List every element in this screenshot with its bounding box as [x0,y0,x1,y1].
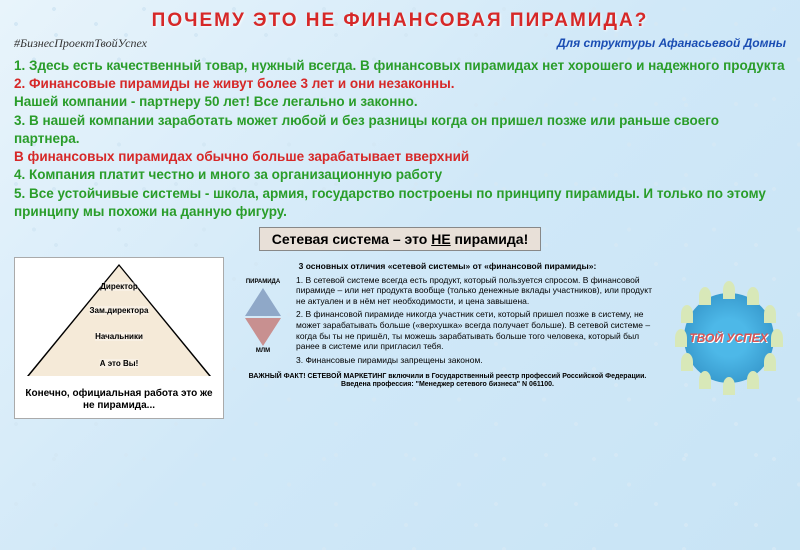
top-arrow-label: ПИРАМИДА [246,279,280,287]
figure-icon [764,305,776,323]
differences-box: 3 основных отличия «сетевой системы» от … [234,257,661,419]
logo-text: ТВОЙ УСПЕХ [689,331,767,345]
pyramid-box: Директор Зам.директора Начальники А это … [14,257,224,419]
point-line: Нашей компании - партнеру 50 лет! Все ле… [14,93,786,111]
points-list: 1. Здесь есть качественный товар, нужный… [14,57,786,221]
point-line: 1. Здесь есть качественный товар, нужный… [14,57,786,75]
bottom-arrow-label: МЛМ [256,348,270,356]
differences-list: 1. В сетевой системе всегда есть продукт… [296,275,657,369]
difference-item: 2. В финансовой пирамиде никогда участни… [296,309,657,352]
bottom-section: Директор Зам.директора Начальники А это … [14,257,786,419]
figure-icon [681,305,693,323]
point-line: 3. В нашей компании заработать может люб… [14,112,786,148]
pyramid-level-1: Директор [100,282,138,291]
figure-icon [771,329,783,347]
figure-icon [723,377,735,395]
box-label: Сетевая система – это НЕ пирамида! [259,227,542,251]
down-triangle-icon [245,318,281,346]
hashtag: #БизнесПроектТвойУспех [14,36,147,51]
point-line: В финансовых пирамидах обычно больше зар… [14,148,786,166]
figure-icon [723,281,735,299]
point-line: 2. Финансовые пирамиды не живут более 3 … [14,75,786,93]
logo-circle: ТВОЙ УСПЕХ [684,293,774,383]
subtitle: Для структуры Афанасьевой Домны [557,36,786,51]
pyramid-level-2: Зам.директора [90,306,149,315]
figure-icon [699,287,711,305]
point-line: 4. Компания платит честно и много за орг… [14,166,786,184]
figure-icon [747,371,759,389]
difference-item: 3. Финансовые пирамиды запрещены законом… [296,355,657,366]
pyramid-caption: Конечно, официальная работа это же не пи… [21,388,217,412]
logo-box: ТВОЙ УСПЕХ [671,257,786,419]
up-triangle-icon [245,288,281,316]
box-label-underline: НЕ [431,231,450,247]
hashtag-row: #БизнесПроектТвойУспех Для структуры Афа… [14,36,786,51]
figure-icon [747,287,759,305]
box-label-pre: Сетевая система – это [272,231,431,247]
arrows-column: ПИРАМИДА МЛМ [238,275,288,369]
figure-icon [699,371,711,389]
box-label-wrap: Сетевая система – это НЕ пирамида! [14,221,786,255]
pyramid-diagram: Директор Зам.директора Начальники А это … [21,264,217,384]
pyramid-level-4: А это Вы! [100,359,139,368]
differences-heading: 3 основных отличия «сетевой системы» от … [238,261,657,272]
box-label-post: пирамида! [451,231,529,247]
figure-icon [681,353,693,371]
point-line: 5. Все устойчивые системы - школа, армия… [14,185,786,221]
main-title: ПОЧЕМУ ЭТО НЕ ФИНАНСОВАЯ ПИРАМИДА? [14,10,786,32]
important-fact: ВАЖНЫЙ ФАКТ! СЕТЕВОЙ МАРКЕТИНГ включили … [238,373,657,391]
difference-item: 1. В сетевой системе всегда есть продукт… [296,275,657,307]
figure-icon [675,329,687,347]
figure-icon [764,353,776,371]
pyramid-level-3: Начальники [95,332,143,341]
